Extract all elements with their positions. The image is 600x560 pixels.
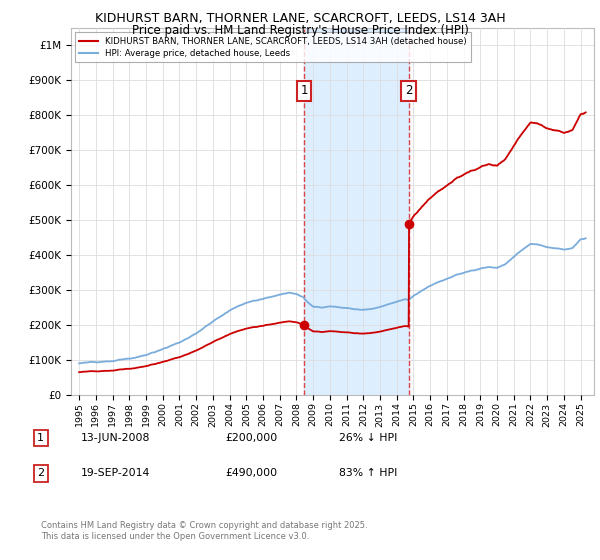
Text: 83% ↑ HPI: 83% ↑ HPI: [339, 468, 397, 478]
Text: 13-JUN-2008: 13-JUN-2008: [81, 433, 151, 443]
Bar: [304, 28, 409, 395]
Text: 2: 2: [37, 468, 44, 478]
Text: 1: 1: [37, 433, 44, 443]
Legend: KIDHURST BARN, THORNER LANE, SCARCROFT, LEEDS, LS14 3AH (detached house), HPI: A: KIDHURST BARN, THORNER LANE, SCARCROFT, …: [75, 32, 471, 62]
Text: KIDHURST BARN, THORNER LANE, SCARCROFT, LEEDS, LS14 3AH: KIDHURST BARN, THORNER LANE, SCARCROFT, …: [95, 12, 505, 25]
Text: 1: 1: [300, 85, 308, 97]
Text: Price paid vs. HM Land Registry's House Price Index (HPI): Price paid vs. HM Land Registry's House …: [131, 24, 469, 36]
Text: 19-SEP-2014: 19-SEP-2014: [81, 468, 151, 478]
Text: £200,000: £200,000: [225, 433, 277, 443]
Text: £490,000: £490,000: [225, 468, 277, 478]
Text: 26% ↓ HPI: 26% ↓ HPI: [339, 433, 397, 443]
Text: Contains HM Land Registry data © Crown copyright and database right 2025.
This d: Contains HM Land Registry data © Crown c…: [41, 521, 367, 540]
Text: 2: 2: [405, 85, 413, 97]
